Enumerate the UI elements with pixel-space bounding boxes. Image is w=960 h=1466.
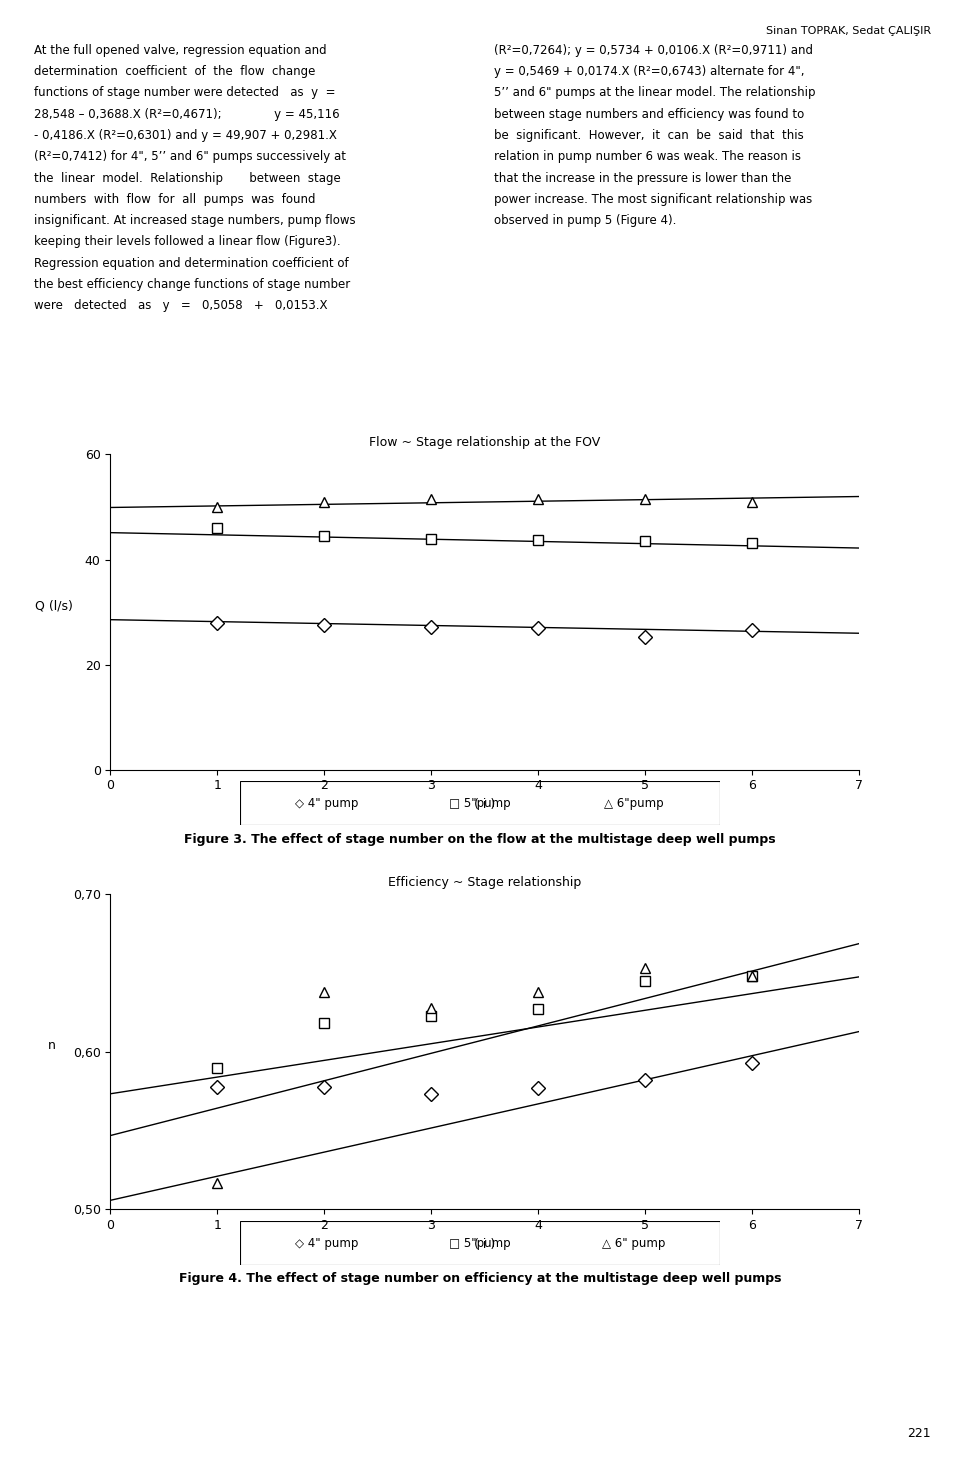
Text: Figure 3. The effect of stage number on the flow at the multistage deep well pum: Figure 3. The effect of stage number on … bbox=[184, 833, 776, 846]
Text: Sinan TOPRAK, Sedat ÇALIŞIR: Sinan TOPRAK, Sedat ÇALIŞIR bbox=[766, 26, 931, 37]
Text: insignificant. At increased stage numbers, pump flows: insignificant. At increased stage number… bbox=[34, 214, 355, 227]
Text: - 0,4186.X (R²=0,6301) and y = 49,907 + 0,2981.X: - 0,4186.X (R²=0,6301) and y = 49,907 + … bbox=[34, 129, 336, 142]
Text: □ 5"pump: □ 5"pump bbox=[449, 798, 511, 809]
Text: determination  coefficient  of  the  flow  change: determination coefficient of the flow ch… bbox=[34, 66, 315, 78]
X-axis label: ( i ): ( i ) bbox=[474, 1237, 495, 1250]
X-axis label: ( i ): ( i ) bbox=[474, 798, 495, 811]
Text: numbers  with  flow  for  all  pumps  was  found: numbers with flow for all pumps was foun… bbox=[34, 192, 315, 205]
Text: 28,548 – 0,3688.X (R²=0,4671);              y = 45,116: 28,548 – 0,3688.X (R²=0,4671); y = 45,11… bbox=[34, 108, 339, 120]
Text: power increase. The most significant relationship was: power increase. The most significant rel… bbox=[494, 192, 813, 205]
Text: were   detected   as   y   =   0,5058   +   0,0153.X: were detected as y = 0,5058 + 0,0153.X bbox=[34, 299, 327, 312]
Title: Efficiency ~ Stage relationship: Efficiency ~ Stage relationship bbox=[388, 875, 582, 888]
Text: be  significant.  However,  it  can  be  said  that  this: be significant. However, it can be said … bbox=[494, 129, 804, 142]
Text: ◇ 4" pump: ◇ 4" pump bbox=[295, 1237, 358, 1249]
Text: At the full opened valve, regression equation and: At the full opened valve, regression equ… bbox=[34, 44, 326, 57]
Text: 221: 221 bbox=[907, 1426, 931, 1440]
Text: □ 5"pump: □ 5"pump bbox=[449, 1237, 511, 1249]
Text: △ 6"pump: △ 6"pump bbox=[604, 798, 663, 809]
Text: Figure 4. The effect of stage number on efficiency at the multistage deep well p: Figure 4. The effect of stage number on … bbox=[179, 1272, 781, 1286]
Text: △ 6" pump: △ 6" pump bbox=[602, 1237, 665, 1249]
Text: between stage numbers and efficiency was found to: between stage numbers and efficiency was… bbox=[494, 108, 804, 120]
Y-axis label: Q (l/s): Q (l/s) bbox=[36, 600, 73, 613]
Text: keeping their levels followed a linear flow (Figure3).: keeping their levels followed a linear f… bbox=[34, 236, 340, 248]
Text: the best efficiency change functions of stage number: the best efficiency change functions of … bbox=[34, 279, 349, 290]
Text: (R²=0,7412) for 4", 5’’ and 6" pumps successively at: (R²=0,7412) for 4", 5’’ and 6" pumps suc… bbox=[34, 151, 346, 163]
Text: 5’’ and 6" pumps at the linear model. The relationship: 5’’ and 6" pumps at the linear model. Th… bbox=[494, 86, 816, 100]
Text: functions of stage number were detected   as  y  =: functions of stage number were detected … bbox=[34, 86, 335, 100]
Text: that the increase in the pressure is lower than the: that the increase in the pressure is low… bbox=[494, 172, 792, 185]
Text: observed in pump 5 (Figure 4).: observed in pump 5 (Figure 4). bbox=[494, 214, 677, 227]
Y-axis label: n: n bbox=[48, 1039, 56, 1053]
Text: ◇ 4" pump: ◇ 4" pump bbox=[295, 798, 358, 809]
Text: (R²=0,7264); y = 0,5734 + 0,0106.X (R²=0,9711) and: (R²=0,7264); y = 0,5734 + 0,0106.X (R²=0… bbox=[494, 44, 813, 57]
Text: the  linear  model.  Relationship       between  stage: the linear model. Relationship between s… bbox=[34, 172, 341, 185]
Text: relation in pump number 6 was weak. The reason is: relation in pump number 6 was weak. The … bbox=[494, 151, 802, 163]
Title: Flow ~ Stage relationship at the FOV: Flow ~ Stage relationship at the FOV bbox=[370, 435, 600, 449]
Text: y = 0,5469 + 0,0174.X (R²=0,6743) alternate for 4",: y = 0,5469 + 0,0174.X (R²=0,6743) altern… bbox=[494, 66, 804, 78]
Text: Regression equation and determination coefficient of: Regression equation and determination co… bbox=[34, 257, 348, 270]
